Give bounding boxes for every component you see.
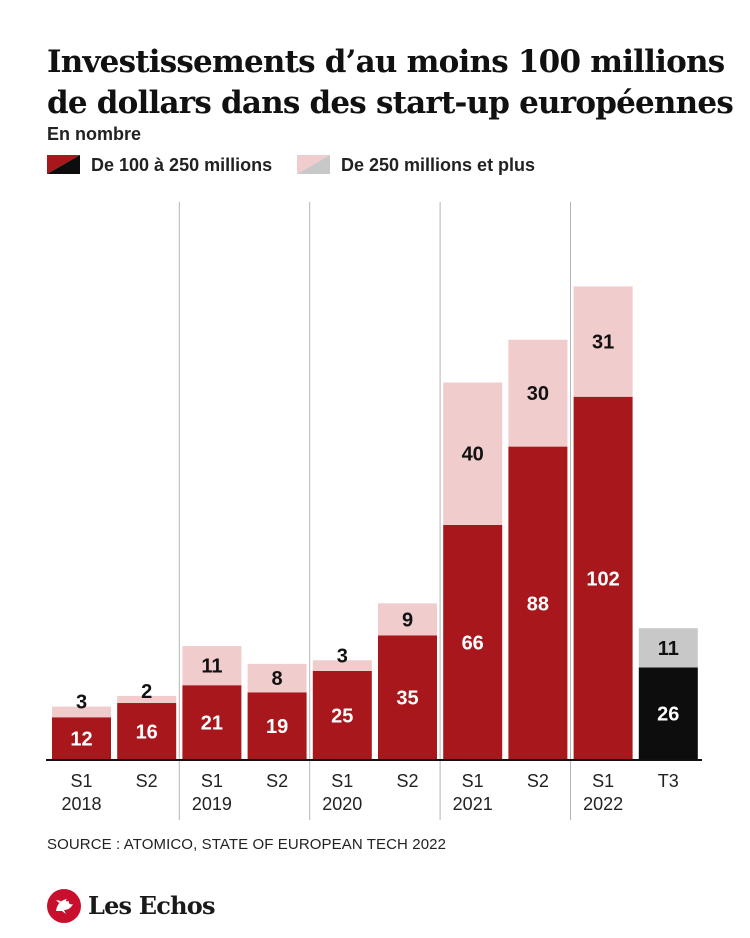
bar-series1-6 — [443, 524, 503, 760]
data-label-series2-1: 2 — [141, 681, 152, 703]
data-label-series1-1: 16 — [136, 722, 158, 744]
data-label-series1-6: 66 — [462, 632, 484, 654]
bar-series2-5 — [378, 603, 437, 636]
x-tick-label-4-1: 2020 — [322, 794, 362, 814]
data-label-series2-8: 31 — [592, 332, 614, 354]
bar-series1-9 — [638, 667, 698, 760]
rooster-icon — [47, 889, 81, 923]
data-label-series2-6: 40 — [462, 444, 484, 466]
x-tick-label-3-0: S2 — [266, 771, 288, 791]
bar-series1-0 — [52, 717, 111, 760]
bar-series1-1 — [117, 703, 177, 760]
bar-series1-4 — [312, 670, 372, 760]
chart-title: Investissements d’au moins 100 millions … — [47, 42, 734, 124]
x-tick-label-0-1: 2018 — [61, 794, 101, 814]
data-label-series2-3: 8 — [272, 668, 283, 690]
bar-series2-6 — [443, 382, 503, 525]
x-tick-label-8-1: 2022 — [583, 794, 623, 814]
x-tick-label-2-0: S1 — [201, 771, 223, 791]
legend-swatch-series-1 — [47, 155, 80, 174]
data-label-series1-7: 88 — [527, 593, 549, 615]
x-tick-label-6-0: S1 — [462, 771, 484, 791]
x-tick-label-7-0: S2 — [527, 771, 549, 791]
data-label-series1-8: 102 — [586, 568, 619, 590]
x-tick-label-0-0: S1 — [70, 771, 92, 791]
bar-series2-4 — [312, 660, 372, 671]
title-line-1: Investissements d’au moins 100 millions — [47, 44, 725, 80]
x-tick-label-1-0: S2 — [136, 771, 158, 791]
bar-series2-9 — [638, 628, 698, 668]
data-label-series2-0: 3 — [76, 692, 87, 714]
data-label-series2-9: 11 — [658, 638, 679, 660]
legend-label-series-2: De 250 millions et plus — [341, 155, 536, 175]
x-tick-label-9-0: T3 — [658, 771, 679, 791]
bar-series1-2 — [182, 685, 242, 760]
bar-series2-8 — [573, 286, 633, 397]
data-label-series1-9: 26 — [657, 704, 679, 726]
source-note: SOURCE : ATOMICO, STATE OF EUROPEAN TECH… — [47, 836, 447, 853]
data-label-series1-5: 35 — [396, 688, 418, 710]
bar-series1-8 — [573, 396, 633, 760]
data-label-series2-5: 9 — [402, 609, 413, 631]
data-label-series2-7: 30 — [527, 383, 549, 405]
data-label-series1-0: 12 — [70, 729, 92, 751]
legend-swatch-series-2 — [297, 155, 330, 174]
x-tick-label-2-1: 2019 — [192, 794, 232, 814]
bar-series1-7 — [508, 446, 568, 760]
bar-series1-3 — [247, 692, 307, 760]
stacked-bar-chart: 12 3 S1 2018 16 2 S2 21 11 S1 2019 19 8 S2 25 3 S1 2020 35… — [46, 202, 702, 820]
x-tick-label-5-0: S2 — [396, 771, 418, 791]
bar-series2-7 — [508, 339, 568, 447]
bar-series1-5 — [378, 635, 437, 760]
bar-series2-0 — [52, 706, 111, 718]
data-label-series1-4: 25 — [331, 705, 353, 727]
x-tick-label-8-0: S1 — [592, 771, 614, 791]
data-label-series1-2: 21 — [201, 713, 223, 735]
x-tick-label-4-0: S1 — [331, 771, 353, 791]
bar-series2-3 — [247, 663, 307, 693]
data-label-series2-4: 3 — [337, 645, 348, 667]
logo-wordmark: Les Echos — [88, 891, 215, 920]
bar-series2-1 — [117, 695, 177, 704]
data-label-series2-2: 11 — [201, 656, 222, 678]
data-label-series1-3: 19 — [266, 716, 288, 738]
bar-series2-2 — [182, 646, 242, 686]
chart-subtitle: En nombre — [47, 124, 142, 144]
x-tick-label-6-1: 2021 — [453, 794, 493, 814]
legend-label-series-1: De 100 à 250 millions — [91, 155, 273, 175]
title-line-2: de dollars dans des start-up européennes — [47, 85, 734, 121]
